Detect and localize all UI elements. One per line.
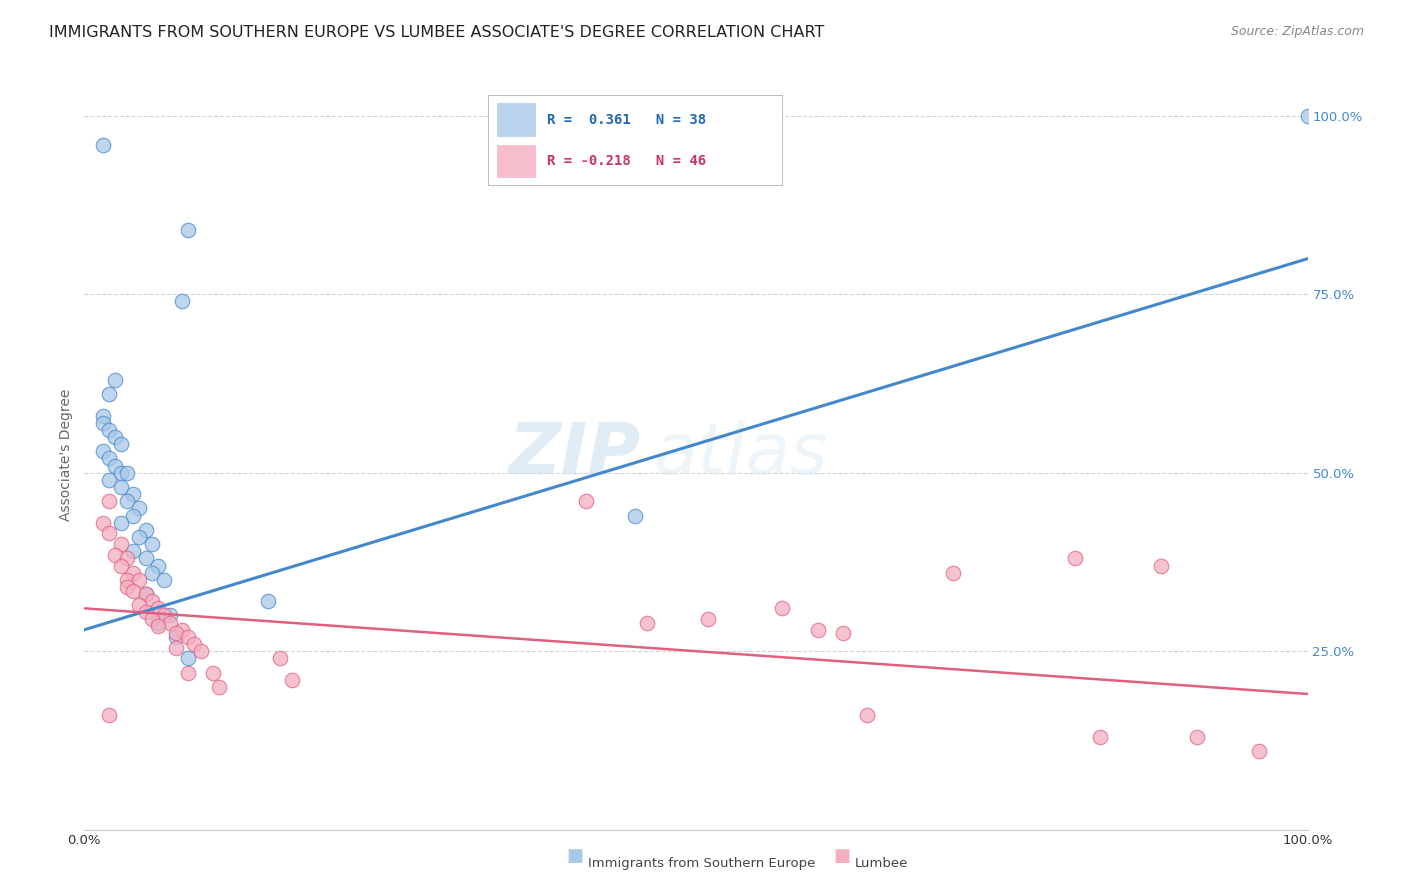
Point xyxy=(110,537,132,551)
Point xyxy=(135,551,157,566)
Text: IMMIGRANTS FROM SOUTHERN EUROPE VS LUMBEE ASSOCIATE'S DEGREE CORRELATION CHART: IMMIGRANTS FROM SOUTHERN EUROPE VS LUMBE… xyxy=(49,25,824,40)
Point xyxy=(128,530,150,544)
Point xyxy=(128,573,150,587)
Point xyxy=(807,623,830,637)
Point xyxy=(97,423,120,437)
Point xyxy=(856,708,879,723)
Point xyxy=(104,430,127,444)
Point xyxy=(1088,730,1111,744)
Point xyxy=(172,294,194,309)
Text: ZIP: ZIP xyxy=(509,420,641,490)
Point xyxy=(135,587,157,601)
Point xyxy=(110,480,132,494)
Point xyxy=(122,487,145,501)
Point xyxy=(177,665,200,680)
Point xyxy=(115,494,138,508)
Point xyxy=(128,598,150,612)
Point xyxy=(177,651,200,665)
Point xyxy=(122,583,145,598)
Point xyxy=(97,473,120,487)
Point xyxy=(770,601,793,615)
Point xyxy=(146,619,169,633)
Point xyxy=(91,416,114,430)
Point xyxy=(141,612,163,626)
Point xyxy=(831,626,853,640)
Point xyxy=(97,708,120,723)
Point xyxy=(177,630,200,644)
Point xyxy=(91,409,114,423)
Point xyxy=(128,501,150,516)
Point xyxy=(1187,730,1209,744)
Point xyxy=(146,558,169,573)
Point xyxy=(190,644,212,658)
Point xyxy=(153,573,176,587)
Text: Lumbee: Lumbee xyxy=(855,856,908,870)
Point xyxy=(122,508,145,523)
Point xyxy=(153,608,176,623)
Point xyxy=(942,566,965,580)
Point xyxy=(159,615,181,630)
Point xyxy=(165,640,187,655)
Point xyxy=(135,605,157,619)
Text: Source: ZipAtlas.com: Source: ZipAtlas.com xyxy=(1230,25,1364,38)
Point xyxy=(104,373,127,387)
Text: ■: ■ xyxy=(834,847,851,865)
Point xyxy=(97,387,120,401)
Point xyxy=(110,558,132,573)
Point xyxy=(97,494,120,508)
Text: Immigrants from Southern Europe: Immigrants from Southern Europe xyxy=(588,856,815,870)
Point xyxy=(135,523,157,537)
Point xyxy=(91,444,114,458)
Text: atlas: atlas xyxy=(654,420,828,490)
Point xyxy=(269,651,291,665)
Point xyxy=(172,623,194,637)
Point xyxy=(110,516,132,530)
Point xyxy=(146,615,169,630)
Text: ■: ■ xyxy=(567,847,583,865)
Point xyxy=(281,673,304,687)
Point xyxy=(1247,744,1270,758)
Point xyxy=(257,594,280,608)
Point xyxy=(208,680,231,694)
Point xyxy=(122,566,145,580)
Point xyxy=(135,587,157,601)
Point xyxy=(177,223,200,237)
Point xyxy=(115,466,138,480)
Point xyxy=(115,573,138,587)
Point xyxy=(91,137,114,152)
Point xyxy=(1150,558,1173,573)
Point xyxy=(1064,551,1087,566)
Point xyxy=(201,665,224,680)
Y-axis label: Associate's Degree: Associate's Degree xyxy=(59,389,73,521)
Point xyxy=(122,544,145,558)
Point xyxy=(91,516,114,530)
Point xyxy=(624,508,647,523)
Point xyxy=(159,608,181,623)
Point xyxy=(104,458,127,473)
Point xyxy=(141,594,163,608)
Point xyxy=(110,437,132,451)
Point xyxy=(165,630,187,644)
Point xyxy=(115,580,138,594)
Point xyxy=(97,526,120,541)
Point xyxy=(146,601,169,615)
Point xyxy=(636,615,658,630)
Point xyxy=(104,548,127,562)
Point xyxy=(183,637,205,651)
Point xyxy=(141,537,163,551)
Point xyxy=(165,626,187,640)
Point xyxy=(697,612,720,626)
Point xyxy=(110,466,132,480)
Point xyxy=(575,494,598,508)
Point xyxy=(97,451,120,466)
Point xyxy=(1296,109,1319,123)
Point xyxy=(115,551,138,566)
Point xyxy=(141,566,163,580)
